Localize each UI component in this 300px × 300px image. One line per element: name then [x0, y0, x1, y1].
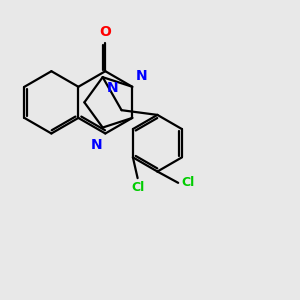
- Text: N: N: [106, 81, 118, 95]
- Text: Cl: Cl: [181, 176, 194, 189]
- Text: Cl: Cl: [131, 181, 144, 194]
- Text: O: O: [99, 25, 111, 39]
- Text: N: N: [136, 69, 148, 83]
- Text: N: N: [91, 138, 103, 152]
